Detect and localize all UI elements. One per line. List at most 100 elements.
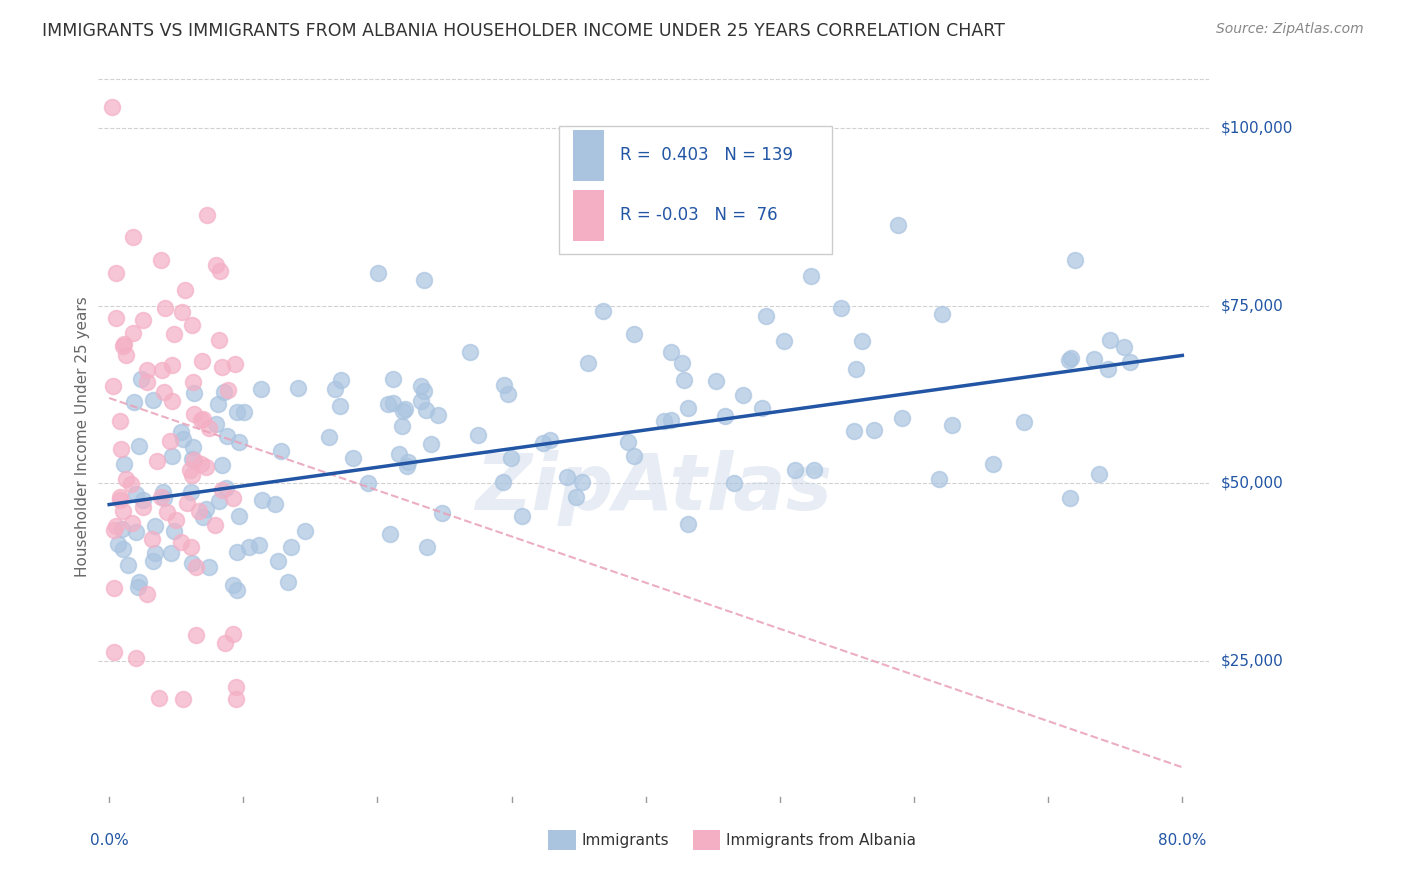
Point [191, 353, 214, 368]
Point [412, 273, 434, 287]
Point [1119, 354, 1142, 368]
Point [238, 540, 260, 554]
Point [233, 404, 256, 418]
Point [149, 253, 172, 268]
Point [125, 651, 148, 665]
Point [1064, 252, 1087, 267]
Point [800, 269, 823, 284]
Point [195, 208, 218, 222]
Bar [693, 830, 720, 850]
Point [152, 484, 174, 499]
Point [150, 363, 173, 377]
Point [101, 379, 124, 393]
Point [170, 305, 193, 319]
Point [142, 393, 165, 408]
Point [1083, 351, 1105, 366]
Point [125, 524, 148, 539]
Point [186, 559, 208, 574]
Point [751, 401, 773, 416]
Point [209, 264, 232, 278]
Point [125, 486, 148, 500]
Point [180, 485, 202, 500]
Point [204, 517, 226, 532]
Point [101, 100, 124, 114]
Point [845, 362, 868, 376]
Point [225, 691, 247, 706]
Point [531, 435, 554, 450]
Point [773, 334, 796, 348]
Text: Immigrants from Albania: Immigrants from Albania [725, 832, 915, 847]
Point [128, 574, 150, 589]
Point [557, 470, 579, 484]
Point [195, 460, 218, 475]
Point [103, 523, 125, 537]
Point [1059, 491, 1081, 505]
Bar [572, 190, 603, 241]
Point [1057, 352, 1080, 367]
Point [105, 310, 128, 325]
Point [1059, 351, 1081, 366]
Point [381, 396, 404, 410]
Text: $100,000: $100,000 [1220, 120, 1292, 136]
Point [803, 463, 825, 477]
Text: R = -0.03   N =  76: R = -0.03 N = 76 [620, 206, 778, 225]
Point [160, 359, 183, 373]
Point [941, 418, 963, 433]
Text: R =  0.403   N = 139: R = 0.403 N = 139 [620, 146, 793, 164]
Point [214, 384, 236, 399]
Point [576, 356, 599, 370]
Point [211, 483, 233, 498]
Point [153, 301, 176, 316]
Point [356, 476, 378, 491]
Point [183, 386, 205, 401]
Point [195, 502, 218, 516]
Point [250, 382, 273, 396]
Point [247, 538, 270, 552]
Point [143, 546, 166, 560]
Point [198, 559, 221, 574]
Point [176, 495, 198, 509]
Point [136, 363, 159, 377]
Point [190, 457, 212, 471]
Point [499, 450, 522, 465]
Point [731, 388, 754, 402]
Point [270, 443, 292, 458]
Point [704, 374, 727, 388]
Point [672, 373, 695, 387]
Point [755, 310, 778, 324]
Point [250, 493, 273, 508]
Point [842, 424, 865, 438]
Point [426, 408, 449, 422]
Point [491, 475, 513, 489]
Point [228, 435, 250, 450]
Point [132, 493, 155, 508]
Point [160, 393, 183, 408]
Point [676, 516, 699, 531]
Bar [572, 130, 603, 181]
Point [928, 473, 950, 487]
Point [226, 582, 249, 597]
Point [890, 411, 912, 425]
Point [222, 627, 245, 641]
Point [181, 468, 204, 483]
Point [228, 509, 250, 524]
Point [617, 435, 640, 450]
Point [110, 442, 132, 457]
Point [181, 376, 204, 390]
Point [150, 490, 173, 504]
Point [181, 452, 204, 467]
Point [571, 475, 593, 489]
Point [143, 518, 166, 533]
Point [183, 407, 205, 421]
Point [592, 303, 614, 318]
Point [208, 334, 231, 348]
Y-axis label: Householder Income Under 25 years: Householder Income Under 25 years [75, 297, 90, 577]
Point [394, 401, 416, 416]
Point [181, 440, 204, 454]
Text: 80.0%: 80.0% [1159, 833, 1206, 848]
Point [1097, 361, 1119, 376]
Point [163, 326, 186, 341]
Point [211, 359, 233, 374]
Point [117, 558, 139, 572]
Point [174, 283, 197, 297]
